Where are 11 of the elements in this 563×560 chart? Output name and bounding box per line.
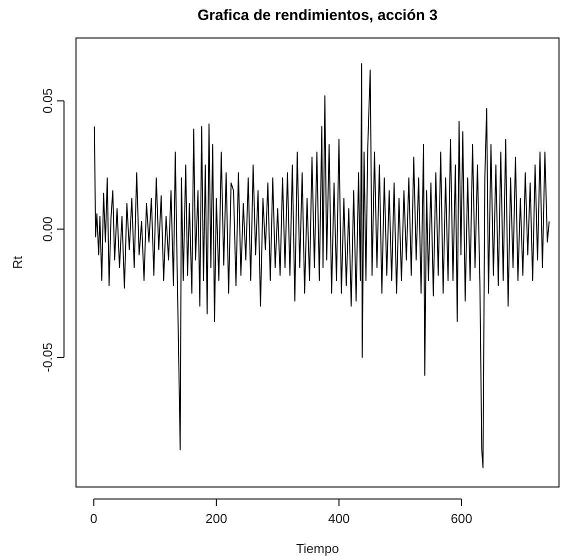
- x-tick-label: 400: [328, 511, 350, 526]
- y-tick-label: -0.05: [40, 342, 55, 372]
- x-tick-label: 200: [206, 511, 228, 526]
- y-tick-label: 0.05: [40, 88, 55, 114]
- line-series: [94, 63, 550, 468]
- x-tick-label: 600: [450, 511, 472, 526]
- y-tick-label: 0.00: [40, 216, 55, 242]
- chart-title: Grafica de rendimientos, acción 3: [197, 7, 438, 24]
- x-tick-label: 0: [90, 511, 98, 526]
- y-axis-title: Rt: [10, 256, 25, 269]
- x-axis-title: Tiempo: [296, 541, 339, 556]
